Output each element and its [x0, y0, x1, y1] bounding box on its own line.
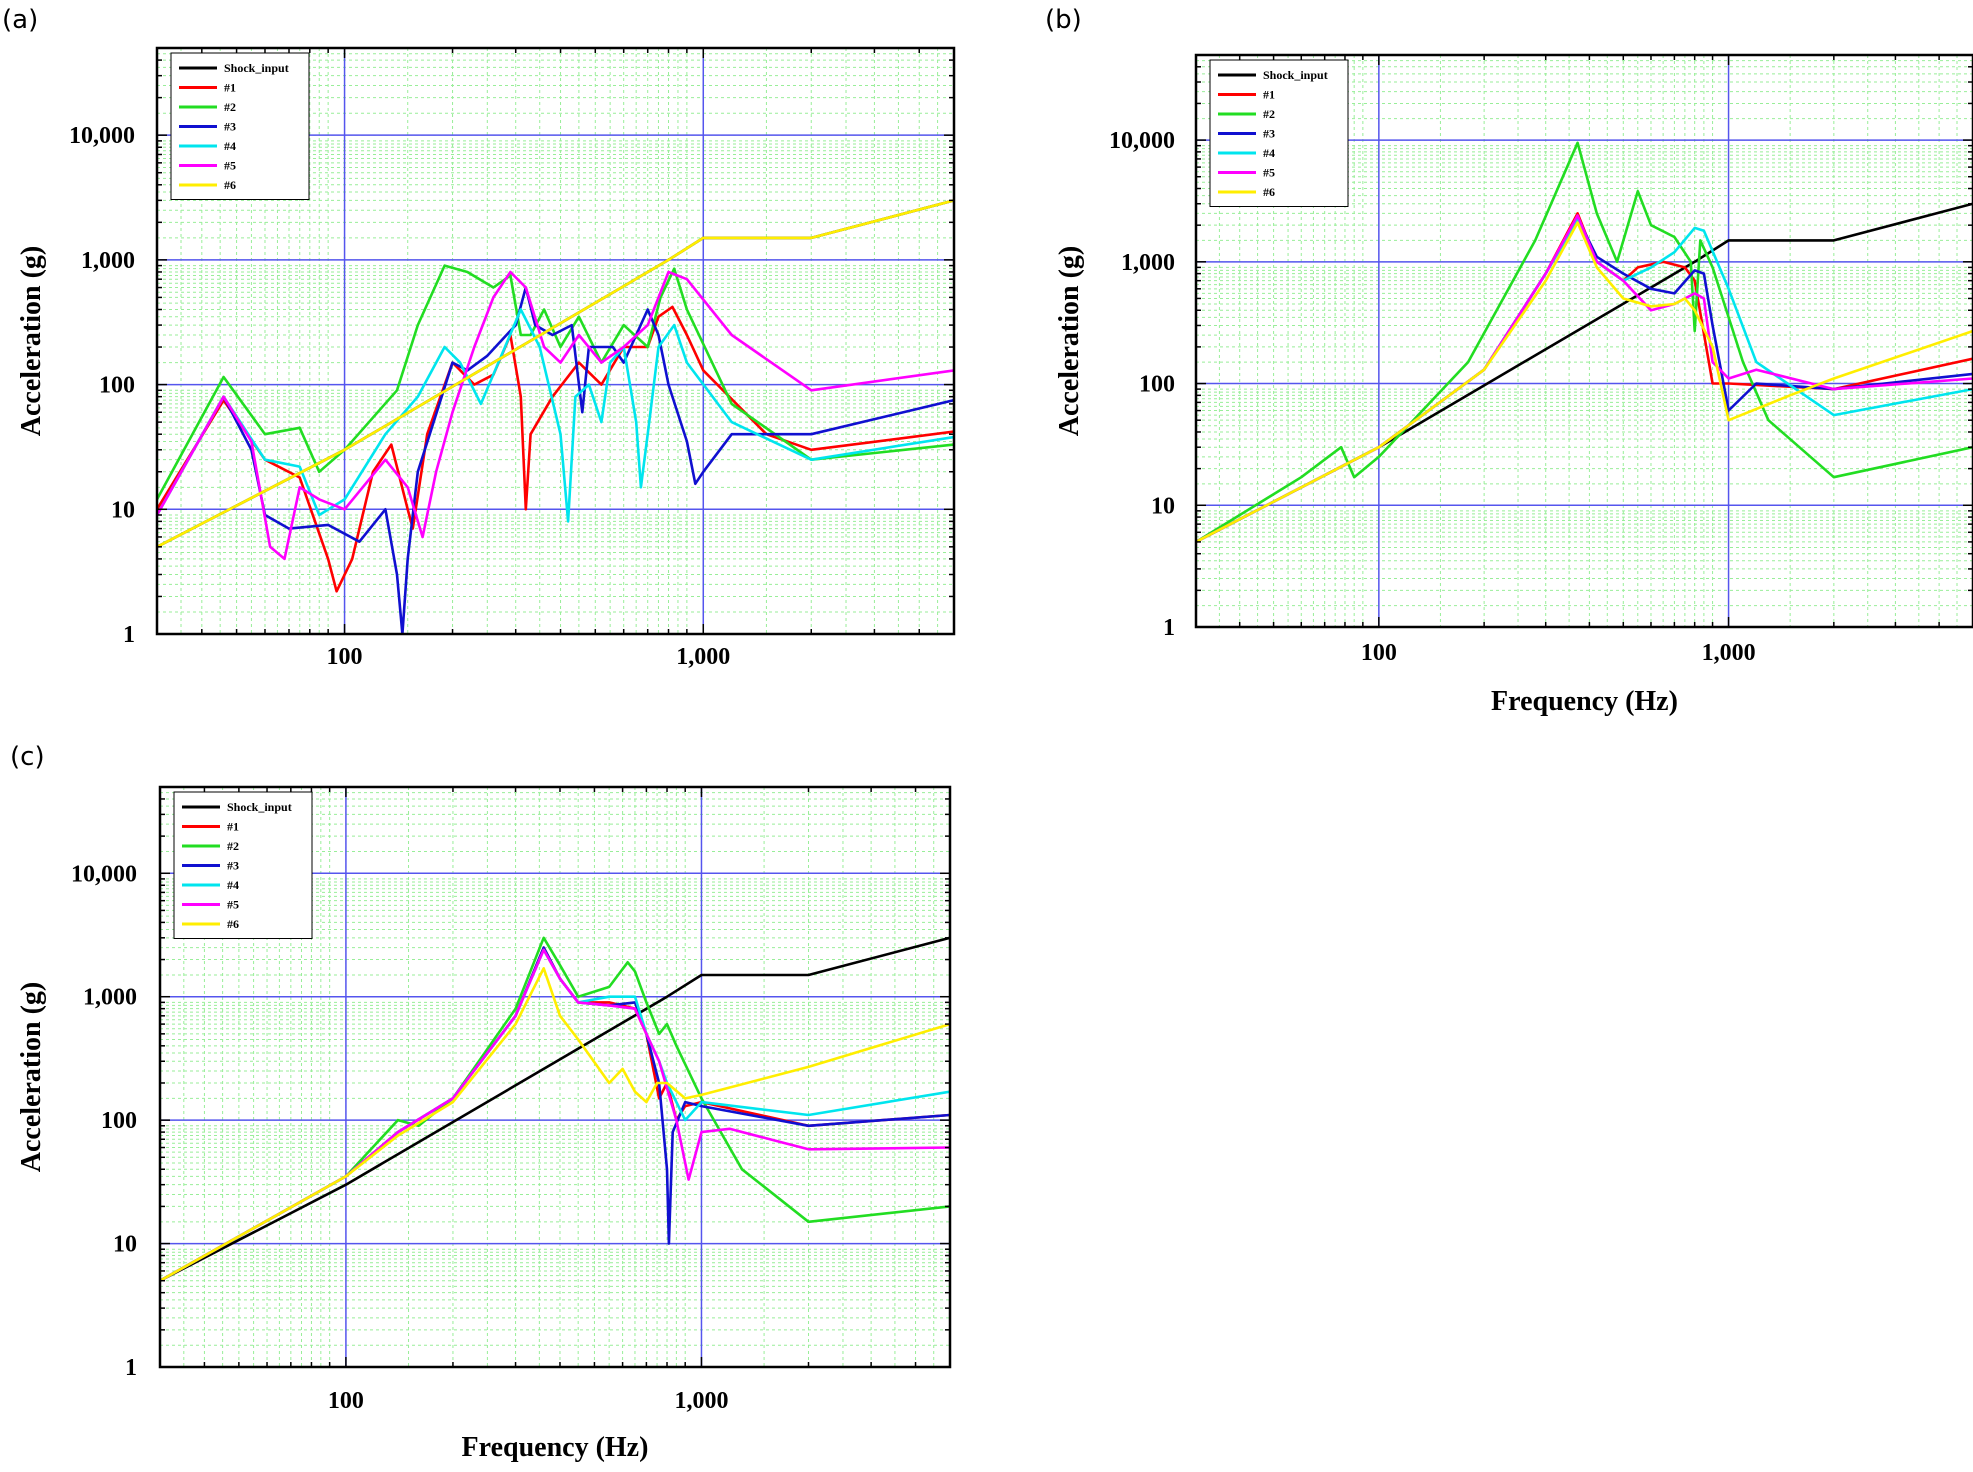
series-group	[157, 199, 954, 634]
y-tick-label: 100	[99, 373, 135, 399]
y-tick-label: 100	[1139, 372, 1175, 398]
y-tick-label: 1,000	[83, 985, 137, 1011]
chart-panel-2: (b) 100 1,000 1 10 100 1,000 10,000 Acceleration…	[1045, 5, 1973, 717]
series-line-n1	[157, 305, 954, 593]
x-axis-title: Frequency (Hz)	[1491, 686, 1678, 717]
series-line-n1	[1196, 212, 1973, 544]
legend-entry-label: #6	[227, 917, 239, 931]
chart-panel-3: (c) 100 1,000 1 10 100 1,000 10,000 Acceleration…	[10, 742, 952, 1463]
y-tick-label: 10	[113, 1232, 137, 1258]
legend-entry-label: #3	[224, 120, 236, 134]
plot-frame	[1194, 53, 1973, 629]
y-tick-label: 10,000	[1109, 128, 1175, 154]
x-tick-label: 100	[328, 1388, 364, 1414]
legend-entry-label: #1	[1263, 88, 1275, 102]
legend-entry-label: #4	[224, 139, 236, 153]
y-axis-title: Acceleration (g)	[16, 982, 47, 1172]
legend-entry-label: #3	[227, 859, 239, 873]
tick-marks	[1195, 54, 1973, 628]
legend-entry-label: #2	[1263, 107, 1275, 121]
x-tick-label: 1,000	[676, 644, 730, 670]
plot-frame	[158, 785, 952, 1369]
x-tick-label: 1,000	[674, 1388, 728, 1414]
legend: Shock_input #1 #2 #3 #4 #5 #6	[1209, 59, 1349, 207]
y-tick-label: 10,000	[69, 123, 135, 149]
legend-entry-label: #6	[224, 178, 236, 192]
y-axis-title: Acceleration (g)	[16, 246, 47, 436]
legend-entry-label: #5	[227, 898, 239, 912]
y-axis-title: Acceleration (g)	[1054, 246, 1085, 436]
x-tick-label: 100	[327, 644, 363, 670]
series-line-n5	[157, 270, 954, 561]
series-line-n3	[157, 286, 954, 634]
y-tick-label: 1,000	[81, 248, 135, 274]
legend-entry-label: #2	[227, 839, 239, 853]
legend-entry-label: #1	[227, 820, 239, 834]
tick-marks	[159, 786, 951, 1368]
y-tick-label: 1	[123, 622, 135, 648]
series-line-shock_input	[160, 936, 950, 1282]
legend-entry-label: #6	[1263, 185, 1275, 199]
tick-marks	[156, 47, 955, 635]
series-group	[1196, 141, 1973, 544]
panel-label: (c)	[10, 742, 45, 772]
y-tick-label: 1,000	[1121, 250, 1175, 276]
legend-entry-label: #2	[224, 100, 236, 114]
series-line-n2	[1196, 141, 1973, 544]
y-tick-label: 10	[111, 497, 135, 523]
legend-entry-label: #4	[227, 878, 239, 892]
series-line-n6	[157, 199, 954, 548]
chart-panel-1: (a) 100 1,000 1 10 100 1,000 10,000 Acceleration…	[2, 5, 956, 670]
legend: Shock_input #1 #2 #3 #4 #5 #6	[173, 791, 313, 939]
series-line-n6	[160, 967, 950, 1282]
legend-entry-label: #1	[224, 81, 236, 95]
legend-entry-label: Shock_input	[224, 61, 289, 75]
x-tick-label: 1,000	[1702, 640, 1756, 666]
panel-label: (a)	[2, 5, 38, 35]
legend-entry-label: #3	[1263, 127, 1275, 141]
series-line-n4	[1196, 218, 1973, 544]
y-tick-label: 1	[125, 1355, 137, 1381]
series-line-shock_input	[157, 199, 954, 548]
legend-entry-label: Shock_input	[1263, 68, 1328, 82]
legend: Shock_input #1 #2 #3 #4 #5 #6	[170, 52, 310, 200]
y-tick-label: 1	[1163, 615, 1175, 641]
series-line-n4	[157, 308, 954, 523]
plot-frame	[155, 46, 956, 636]
series-line-n5	[160, 948, 950, 1282]
series-line-shock_input	[1196, 202, 1973, 544]
legend-entry-label: #5	[224, 159, 236, 173]
y-tick-label: 10	[1151, 493, 1175, 519]
legend-entry-label: Shock_input	[227, 800, 292, 814]
x-tick-label: 100	[1361, 640, 1397, 666]
y-tick-label: 100	[101, 1108, 137, 1134]
legend-entry-label: #4	[1263, 146, 1275, 160]
x-axis-title: Frequency (Hz)	[462, 1432, 649, 1463]
y-tick-label: 10,000	[71, 861, 137, 887]
series-line-n2	[160, 936, 950, 1282]
panel-label: (b)	[1045, 5, 1082, 35]
legend-entry-label: #5	[1263, 166, 1275, 180]
series-line-n6	[1196, 221, 1973, 544]
series-line-n5	[1196, 214, 1973, 544]
series-group	[160, 936, 950, 1282]
series-line-n3	[1196, 216, 1973, 544]
